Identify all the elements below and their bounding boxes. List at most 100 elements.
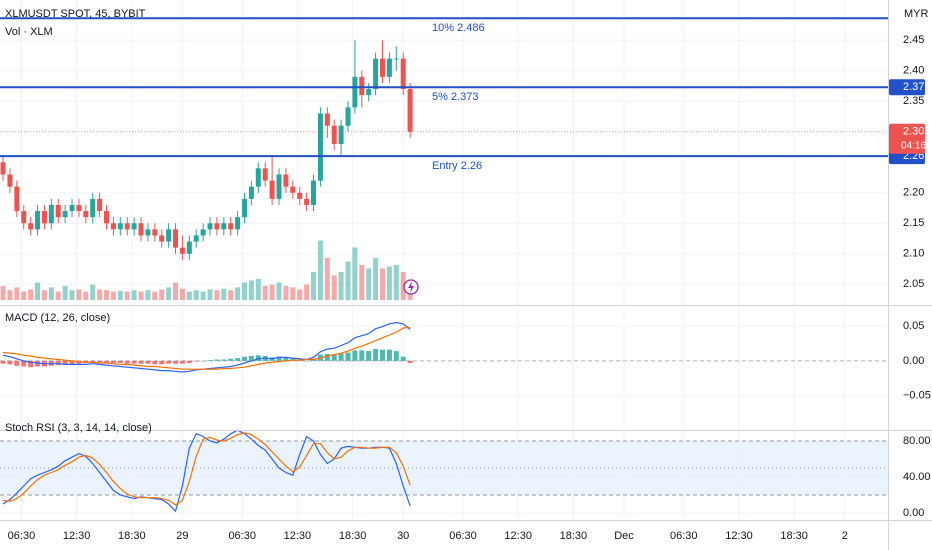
volume-bar bbox=[97, 289, 103, 300]
macd-histogram-bar bbox=[228, 358, 234, 361]
macd-histogram-bar bbox=[393, 351, 399, 361]
volume-bar bbox=[269, 284, 275, 300]
y-tick-label: 2.20 bbox=[903, 187, 924, 199]
volume-bar bbox=[173, 282, 179, 300]
candle-body bbox=[366, 89, 372, 96]
macd-histogram-bar bbox=[159, 360, 165, 365]
volume-bar bbox=[104, 290, 110, 300]
y-tick-label: 2.05 bbox=[903, 278, 924, 290]
price-label-box bbox=[889, 79, 925, 96]
price-label: 2.37 bbox=[903, 81, 924, 93]
candle-body bbox=[407, 89, 413, 132]
volume-bar bbox=[124, 291, 130, 300]
volume-bar bbox=[48, 287, 54, 300]
macd-histogram-bar bbox=[76, 360, 82, 364]
volume-bar bbox=[152, 291, 158, 300]
volume-bar bbox=[62, 286, 68, 300]
y-tick-label: 2.35 bbox=[903, 95, 924, 107]
volume-bar bbox=[359, 265, 365, 300]
x-tick-label: 30 bbox=[397, 530, 409, 542]
y-tick-label: 2.15 bbox=[903, 217, 924, 229]
candle-body bbox=[14, 186, 20, 212]
x-tick-label: 06:30 bbox=[670, 530, 698, 542]
volume-bar bbox=[21, 291, 27, 300]
candle-body bbox=[276, 174, 282, 199]
candle-body bbox=[152, 229, 158, 236]
alert-icon[interactable] bbox=[403, 279, 419, 295]
x-tick-label: 29 bbox=[176, 530, 188, 542]
volume-bar bbox=[366, 268, 372, 300]
candle-body bbox=[21, 211, 27, 224]
volume-bar bbox=[41, 290, 47, 300]
x-tick-label: Dec bbox=[614, 530, 634, 542]
x-tick-label: 2 bbox=[842, 530, 848, 542]
candle-body bbox=[214, 223, 220, 230]
volume-bar bbox=[159, 289, 165, 300]
volume-bar bbox=[345, 261, 351, 300]
volume-bar bbox=[193, 290, 199, 300]
volume-bar bbox=[138, 291, 144, 300]
volume-bar bbox=[55, 291, 61, 300]
macd-histogram-bar bbox=[152, 360, 158, 365]
candle-body bbox=[317, 113, 323, 181]
macd-histogram-bar bbox=[386, 349, 392, 361]
macd-histogram-bar bbox=[345, 352, 351, 361]
candle-body bbox=[145, 229, 151, 236]
signal-line bbox=[2, 326, 411, 370]
candle-body bbox=[269, 180, 275, 199]
candle-body bbox=[76, 204, 82, 212]
volume-bar bbox=[214, 290, 220, 300]
macd-histogram-bar bbox=[90, 360, 96, 363]
last-price-box bbox=[889, 123, 925, 154]
candle-body bbox=[235, 217, 241, 230]
x-tick-label: 06:30 bbox=[228, 530, 256, 542]
macd-histogram-bar bbox=[352, 350, 358, 361]
macd-histogram-bar bbox=[55, 360, 61, 366]
candle-body bbox=[7, 174, 13, 187]
volume-bar bbox=[28, 289, 34, 300]
volume-label: Vol · XLM bbox=[5, 26, 53, 38]
volume-bar bbox=[228, 290, 234, 300]
macd-histogram-bar bbox=[200, 360, 206, 362]
macd-histogram-bar bbox=[242, 356, 248, 361]
macd-histogram-bar bbox=[14, 360, 20, 366]
stoch-d-line bbox=[2, 432, 411, 506]
volume-bar bbox=[304, 284, 310, 300]
volume-bar bbox=[317, 240, 323, 300]
macd-histogram-bar bbox=[400, 356, 406, 361]
candle-body bbox=[290, 186, 296, 193]
macd-histogram-bar bbox=[7, 360, 13, 365]
volume-bar bbox=[90, 284, 96, 300]
candle-body bbox=[221, 223, 227, 230]
candle-body bbox=[35, 211, 41, 230]
macd-histogram-bar bbox=[221, 359, 227, 361]
candle-body bbox=[304, 198, 310, 205]
candle-body bbox=[207, 223, 213, 230]
macd-histogram-bar bbox=[193, 360, 199, 362]
volume-bar bbox=[255, 279, 261, 300]
volume-bar bbox=[110, 291, 116, 300]
x-tick-label: 18:30 bbox=[339, 530, 367, 542]
volume-bar bbox=[276, 282, 282, 300]
candle-body bbox=[186, 241, 192, 254]
x-tick-label: 12:30 bbox=[63, 530, 91, 542]
volume-bar bbox=[311, 272, 317, 300]
volume-bar bbox=[297, 289, 303, 300]
chart-title: XLMUSDT SPOT, 45, BYBIT bbox=[5, 8, 146, 20]
volume-bar bbox=[207, 289, 213, 300]
macd-histogram-bar bbox=[407, 360, 413, 363]
volume-bar bbox=[242, 282, 248, 300]
macd-histogram-bar bbox=[69, 360, 75, 365]
macd-histogram-bar bbox=[248, 355, 254, 361]
x-tick-label: 12:30 bbox=[725, 530, 753, 542]
countdown-label: 04:16 bbox=[901, 140, 926, 151]
candle-body bbox=[179, 247, 185, 254]
candle-body bbox=[200, 229, 206, 236]
volume-bar bbox=[393, 265, 399, 300]
macd-histogram-bar bbox=[0, 360, 6, 364]
candle-body bbox=[262, 168, 268, 181]
last-price-label: 2.30 bbox=[903, 126, 924, 138]
candle-body bbox=[48, 204, 54, 224]
x-tick-label: 06:30 bbox=[449, 530, 477, 542]
